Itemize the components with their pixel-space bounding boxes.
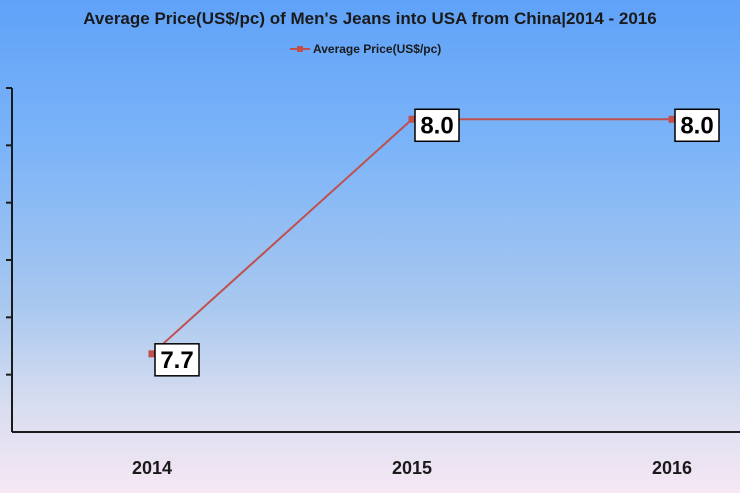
data-label-box bbox=[414, 108, 460, 143]
data-label-box bbox=[674, 108, 720, 143]
data-label: 8.0 bbox=[674, 108, 720, 143]
legend: Average Price(US$/pc) bbox=[290, 42, 441, 56]
data-point-marker bbox=[668, 115, 676, 123]
series-layer bbox=[148, 115, 676, 358]
x-tick-label: 2016 bbox=[652, 458, 692, 478]
data-label: 8.0 bbox=[414, 108, 460, 143]
data-point-marker bbox=[148, 350, 156, 358]
data-label-text: 7.7 bbox=[160, 347, 193, 374]
data-label-box bbox=[154, 343, 200, 377]
axes bbox=[6, 87, 740, 433]
data-label-text: 8.0 bbox=[680, 112, 713, 139]
data-labels: 7.7 8.0 8.0 bbox=[154, 108, 720, 377]
x-tick-labels: 2014 2015 2016 bbox=[132, 458, 692, 478]
x-tick-label: 2015 bbox=[392, 458, 432, 478]
legend-label: Average Price(US$/pc) bbox=[313, 42, 441, 56]
x-tick-label: 2014 bbox=[132, 458, 172, 478]
series-line bbox=[151, 118, 672, 355]
chart-title: Average Price(US$/pc) of Men's Jeans int… bbox=[83, 9, 656, 28]
data-label-text: 8.0 bbox=[420, 112, 453, 139]
legend-marker-swatch bbox=[297, 46, 303, 52]
data-point-marker bbox=[408, 115, 416, 123]
data-label: 7.7 bbox=[154, 343, 200, 377]
